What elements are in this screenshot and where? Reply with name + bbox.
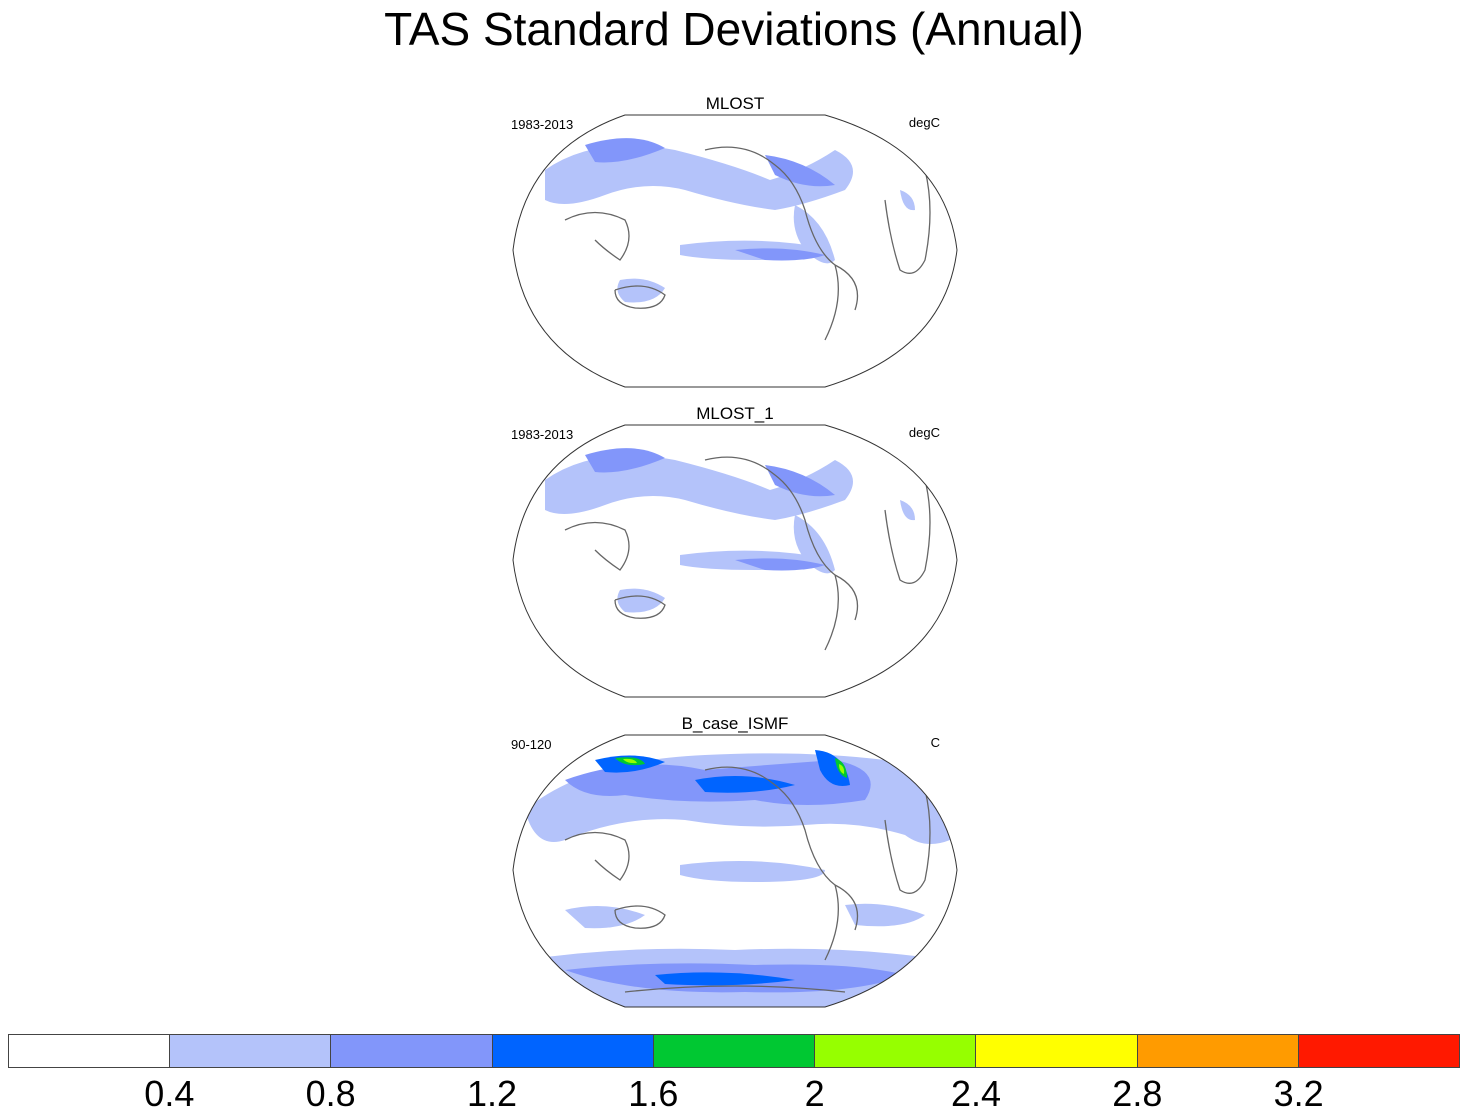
- colorbar-box: [170, 1035, 332, 1067]
- contour-fill-0.4: [617, 588, 665, 613]
- coastline: [564, 439, 931, 651]
- colorbar-tick-label: 1.6: [628, 1073, 679, 1114]
- colorbar-tick-label: 2.8: [1112, 1073, 1163, 1114]
- contour-fill-1.2: [815, 750, 850, 786]
- panel-units-label: degC: [908, 115, 940, 130]
- contour-fill-2: [623, 758, 637, 764]
- map-panel-mlost-1: MLOST_1 1983-2013 degC: [505, 404, 965, 704]
- colorbar-box: [9, 1035, 171, 1067]
- contour-fill-1.2: [655, 972, 795, 986]
- contour-fill-0.4: [845, 903, 925, 927]
- panel-units-label: C: [930, 735, 940, 750]
- panel-title: B_case_ISMF: [681, 714, 789, 733]
- colorbar-box: [492, 1035, 654, 1067]
- map-border: [512, 114, 958, 388]
- map-border: [512, 734, 958, 1008]
- map-plot: [512, 734, 958, 1008]
- map-plot: [512, 114, 958, 388]
- colorbar-tick-label: 0.4: [144, 1073, 195, 1114]
- contour-fill-0.8: [765, 465, 835, 497]
- colorbar-tick-label: 1.2: [466, 1073, 518, 1114]
- colorbar-tick-label: 0.8: [305, 1073, 356, 1114]
- colorbar-box: [976, 1035, 1138, 1067]
- contour-fill-0.4: [900, 190, 915, 211]
- contour-fill-0.8: [735, 558, 825, 571]
- contour-fill-0.4: [680, 861, 825, 882]
- contour-fill-0.4: [545, 145, 853, 210]
- colorbar: [8, 1034, 1460, 1068]
- colorbar-tick-label: 2.4: [950, 1073, 1002, 1114]
- colorbar-box: [1137, 1035, 1299, 1067]
- panel-title: MLOST: [705, 94, 765, 113]
- contour-fill-2: [839, 764, 845, 774]
- map-panel-mlost: MLOST 1983-2013 degC: [505, 94, 965, 394]
- contour-fill-0.4: [900, 500, 915, 521]
- contour-fill-0.4: [545, 455, 853, 520]
- colorbar-box: [815, 1035, 977, 1067]
- contour-fill-0.8: [585, 448, 665, 473]
- contour-fill-0.4: [617, 278, 665, 303]
- colorbar-box: [653, 1035, 816, 1067]
- coastline: [564, 129, 931, 341]
- map-plot: [512, 424, 958, 698]
- contour-fill-0.8: [765, 155, 835, 187]
- map-panel-b-case-ismf: B_case_ISMF 90-120 C: [505, 714, 965, 1014]
- contour-fill-0.4: [565, 906, 645, 929]
- colorbar-box: [331, 1035, 493, 1067]
- colorbar-tick-label: 2: [804, 1073, 825, 1114]
- coastline: [564, 749, 931, 993]
- panel-title: MLOST_1: [696, 404, 774, 423]
- contour-fill-1.2: [695, 776, 795, 793]
- colorbar-box: [1298, 1035, 1459, 1067]
- panel-units-label: degC: [908, 425, 940, 440]
- panel-period-label: 90-120: [511, 737, 552, 752]
- panel-period-label: 1983-2013: [511, 427, 574, 442]
- contour-fill-0.8: [735, 248, 825, 261]
- colorbar-tick-label: 3.2: [1273, 1073, 1324, 1114]
- panel-period-label: 1983-2013: [511, 117, 574, 132]
- contour-fill-0.8: [585, 138, 665, 163]
- figure-title: TAS Standard Deviations (Annual): [384, 3, 1084, 55]
- map-border: [512, 424, 958, 698]
